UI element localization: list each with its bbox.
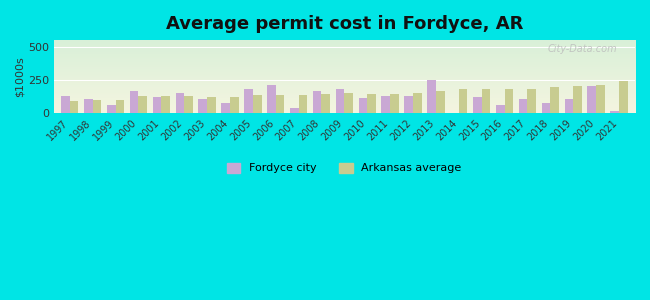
Bar — [298, 95, 307, 113]
Bar — [61, 96, 70, 113]
Bar — [84, 99, 93, 113]
Bar — [230, 97, 239, 113]
Bar — [473, 97, 482, 113]
Bar — [290, 108, 298, 113]
Bar — [276, 95, 285, 113]
Bar — [153, 98, 161, 113]
Bar — [313, 92, 322, 113]
Bar — [541, 103, 551, 113]
Bar — [413, 93, 422, 113]
Bar — [70, 101, 79, 113]
Bar — [198, 99, 207, 113]
Bar — [496, 105, 504, 113]
Bar — [588, 86, 596, 113]
Bar — [619, 81, 628, 113]
Bar — [504, 89, 514, 113]
Bar — [244, 89, 253, 113]
Bar — [335, 89, 345, 113]
Text: City-Data.com: City-Data.com — [548, 44, 617, 54]
Bar — [344, 93, 353, 113]
Legend: Fordyce city, Arkansas average: Fordyce city, Arkansas average — [222, 157, 467, 179]
Y-axis label: $1000s: $1000s — [15, 56, 25, 97]
Bar — [551, 87, 559, 113]
Bar — [207, 97, 216, 113]
Bar — [107, 105, 116, 113]
Bar — [359, 98, 367, 113]
Title: Average permit cost in Fordyce, AR: Average permit cost in Fordyce, AR — [166, 15, 523, 33]
Bar — [596, 85, 605, 113]
Bar — [176, 93, 184, 113]
Bar — [161, 96, 170, 113]
Bar — [322, 94, 330, 113]
Bar — [184, 96, 193, 113]
Bar — [427, 80, 436, 113]
Bar — [573, 86, 582, 113]
Bar — [267, 85, 276, 113]
Bar — [436, 91, 445, 113]
Bar — [404, 96, 413, 113]
Bar — [221, 103, 230, 113]
Bar — [519, 99, 527, 113]
Bar — [138, 96, 147, 113]
Bar — [367, 94, 376, 113]
Bar — [253, 95, 261, 113]
Bar — [527, 89, 536, 113]
Bar — [382, 96, 390, 113]
Bar — [564, 99, 573, 113]
Bar — [130, 91, 138, 113]
Bar — [459, 89, 467, 113]
Bar — [93, 100, 101, 113]
Bar — [116, 100, 124, 113]
Bar — [390, 94, 399, 113]
Bar — [482, 89, 490, 113]
Bar — [610, 111, 619, 113]
